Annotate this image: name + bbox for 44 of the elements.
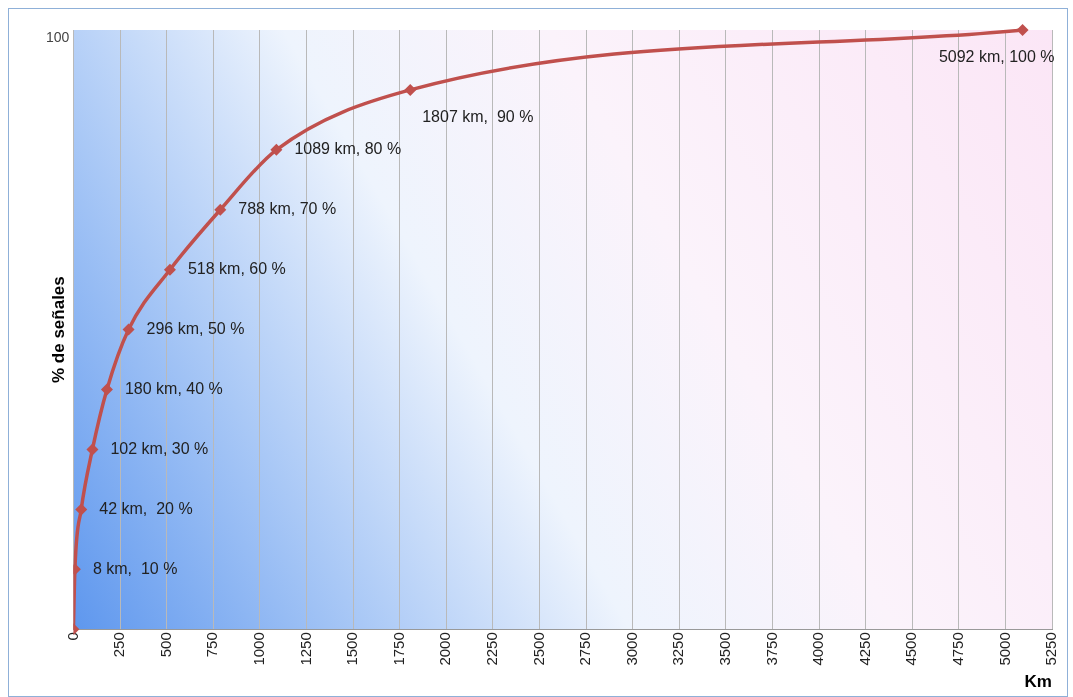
x-tick-label: 2250 xyxy=(482,632,500,666)
point xyxy=(75,503,88,516)
data-label: 1089 km, 80 % xyxy=(294,140,402,158)
data-label: 1807 km, 90 % xyxy=(422,108,534,126)
x-tick-label: 2000 xyxy=(436,632,454,666)
text: 100 xyxy=(46,28,70,45)
point xyxy=(404,83,417,96)
x-tick-label: 0 xyxy=(63,632,81,641)
x-tick-label: 1500 xyxy=(343,632,361,666)
x-tick-label: 5250 xyxy=(1042,632,1060,666)
x-tick-label: 3000 xyxy=(622,632,640,666)
x-tick-label: 750 xyxy=(203,632,221,658)
data-label: 42 km, 20 % xyxy=(99,499,193,517)
point xyxy=(163,263,176,276)
point xyxy=(122,323,135,336)
x-tick-label: 1250 xyxy=(296,632,314,666)
x-tick-label: 3250 xyxy=(669,632,687,666)
x-tick-label: 3500 xyxy=(715,632,733,666)
data-label: 296 km, 50 % xyxy=(146,320,245,338)
data-label: 180 km, 40 % xyxy=(124,379,223,397)
x-tick-label: 4750 xyxy=(948,632,966,666)
data-label: 8 km, 10 % xyxy=(92,559,178,577)
x-tick-label: 500 xyxy=(156,632,174,658)
data-label: 5092 km, 100 % xyxy=(938,48,1055,66)
x-tick-label: 3750 xyxy=(762,632,780,666)
data-label: 102 km, 30 % xyxy=(110,439,209,457)
x-tick-label: 4250 xyxy=(855,632,873,666)
point xyxy=(100,383,113,396)
data-label: 518 km, 60 % xyxy=(187,260,286,278)
point xyxy=(1016,24,1029,36)
point xyxy=(214,203,227,216)
data-label: 788 km, 70 % xyxy=(238,200,337,218)
x-axis-title: Km xyxy=(1024,672,1052,692)
x-tick-label: 5000 xyxy=(995,632,1013,666)
x-tick-label: 1000 xyxy=(249,632,267,666)
y-axis-title: % de señales xyxy=(48,276,68,384)
x-tick-label: 4500 xyxy=(902,632,920,666)
x-tick-label: 4000 xyxy=(809,632,827,666)
x-tick-label: 2750 xyxy=(576,632,594,666)
x-tick-label: 1750 xyxy=(389,632,407,666)
point xyxy=(86,443,99,456)
point xyxy=(270,143,283,156)
x-tick-label: 250 xyxy=(110,632,128,658)
x-tick-label: 2500 xyxy=(529,632,547,666)
